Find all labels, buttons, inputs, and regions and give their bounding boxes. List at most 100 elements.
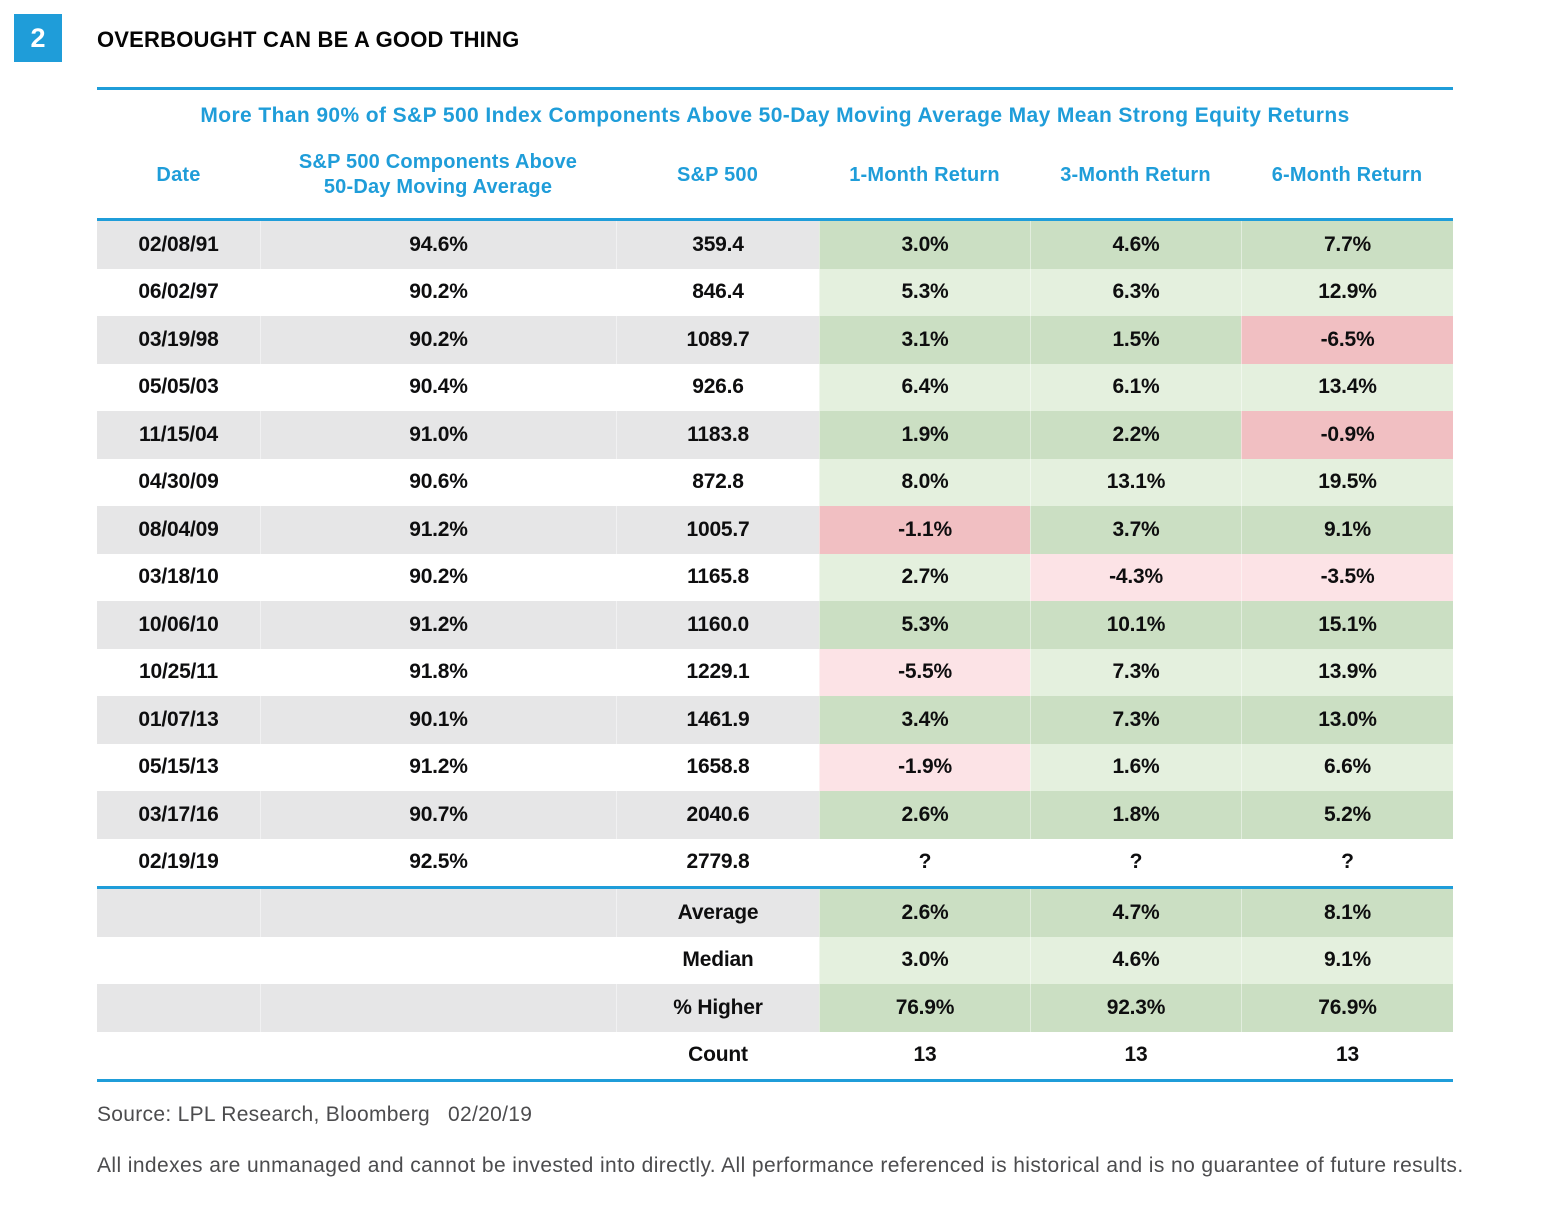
cell-sp500: 1160.0	[616, 601, 819, 649]
summary-return-1m: 2.6%	[819, 889, 1030, 937]
header-components-line2: 50-Day Moving Average	[323, 176, 553, 198]
cell-return-1m: -5.5%	[819, 648, 1030, 696]
cell-sp500: 1658.8	[616, 743, 819, 791]
cell-return-6m: 12.9%	[1241, 268, 1453, 316]
cell-date: 11/15/04	[97, 411, 260, 459]
summary-return-1m: 3.0%	[819, 936, 1030, 984]
cell-components-above: 94.6%	[260, 221, 616, 269]
cell-return-1m: 3.1%	[819, 316, 1030, 364]
cell-return-3m: -4.3%	[1030, 553, 1241, 601]
header-6m-return: 6-Month Return	[1241, 132, 1453, 218]
table-row: 10/06/10 91.2% 1160.0 5.3% 10.1% 15.1%	[97, 601, 1453, 649]
table-row: 10/25/11 91.8% 1229.1 -5.5% 7.3% 13.9%	[97, 648, 1453, 696]
header-3m-label: 3-Month Return	[1060, 163, 1211, 186]
table-row: 02/08/91 94.6% 359.4 3.0% 4.6% 7.7%	[97, 221, 1453, 269]
cell-return-3m: 6.3%	[1030, 268, 1241, 316]
summary-return-1m: 76.9%	[819, 984, 1030, 1032]
summary-return-3m: 13	[1030, 1031, 1241, 1079]
cell-return-6m: 5.2%	[1241, 791, 1453, 839]
cell-return-3m: 6.1%	[1030, 363, 1241, 411]
table-row: 03/17/16 90.7% 2040.6 2.6% 1.8% 5.2%	[97, 791, 1453, 839]
cell-components-above: 91.0%	[260, 411, 616, 459]
summary-row: Median 3.0% 4.6% 9.1%	[97, 936, 1453, 984]
header-1m-return: 1-Month Return	[819, 132, 1030, 218]
cell-return-3m: 10.1%	[1030, 601, 1241, 649]
header-1m-label: 1-Month Return	[849, 163, 1000, 186]
source-date: 02/20/19	[448, 1103, 533, 1126]
cell-components-above: 90.2%	[260, 268, 616, 316]
cell-sp500: 2779.8	[616, 838, 819, 886]
cell-empty-components	[260, 936, 616, 984]
summary-row: Average 2.6% 4.7% 8.1%	[97, 889, 1453, 937]
summary-return-6m: 8.1%	[1241, 889, 1453, 937]
cell-return-6m: 13.9%	[1241, 648, 1453, 696]
cell-return-3m: ?	[1030, 838, 1241, 886]
cell-components-above: 91.2%	[260, 506, 616, 554]
cell-return-1m: 3.0%	[819, 221, 1030, 269]
cell-empty-date	[97, 1031, 260, 1079]
table-row: 08/04/09 91.2% 1005.7 -1.1% 3.7% 9.1%	[97, 506, 1453, 554]
cell-return-6m: 15.1%	[1241, 601, 1453, 649]
cell-return-6m: 9.1%	[1241, 506, 1453, 554]
figure-title: OVERBOUGHT CAN BE A GOOD THING	[97, 27, 520, 52]
summary-return-6m: 9.1%	[1241, 936, 1453, 984]
table-row: 01/07/13 90.1% 1461.9 3.4% 7.3% 13.0%	[97, 696, 1453, 744]
cell-components-above: 90.1%	[260, 696, 616, 744]
cell-components-above: 91.8%	[260, 648, 616, 696]
cell-date: 05/15/13	[97, 743, 260, 791]
header-components: S&P 500 Components Above 50-Day Moving A…	[260, 132, 616, 218]
header-sp500: S&P 500	[616, 132, 819, 218]
summary-label: % Higher	[616, 984, 819, 1032]
cell-return-6m: 7.7%	[1241, 221, 1453, 269]
summary-rule	[97, 886, 1453, 889]
table-row: 11/15/04 91.0% 1183.8 1.9% 2.2% -0.9%	[97, 411, 1453, 459]
header-date-label: Date	[156, 163, 201, 186]
cell-sp500: 872.8	[616, 458, 819, 506]
cell-date: 03/19/98	[97, 316, 260, 364]
cell-date: 10/06/10	[97, 601, 260, 649]
footer-source: Source: LPL Research, Bloomberg 02/20/19	[97, 1103, 532, 1127]
cell-date: 02/08/91	[97, 221, 260, 269]
cell-return-3m: 1.8%	[1030, 791, 1241, 839]
summary-return-3m: 4.7%	[1030, 889, 1241, 937]
summary-label: Average	[616, 889, 819, 937]
table-row: 04/30/09 90.6% 872.8 8.0% 13.1% 19.5%	[97, 458, 1453, 506]
summary-return-3m: 4.6%	[1030, 936, 1241, 984]
summary-return-1m: 13	[819, 1031, 1030, 1079]
cell-components-above: 91.2%	[260, 601, 616, 649]
cell-date: 01/07/13	[97, 696, 260, 744]
cell-date: 02/19/19	[97, 838, 260, 886]
summary-return-6m: 13	[1241, 1031, 1453, 1079]
cell-return-1m: 1.9%	[819, 411, 1030, 459]
cell-date: 04/30/09	[97, 458, 260, 506]
cell-return-3m: 7.3%	[1030, 696, 1241, 744]
cell-components-above: 90.2%	[260, 316, 616, 364]
cell-sp500: 926.6	[616, 363, 819, 411]
table-row: 03/18/10 90.2% 1165.8 2.7% -4.3% -3.5%	[97, 553, 1453, 601]
summary-return-3m: 92.3%	[1030, 984, 1241, 1032]
cell-components-above: 90.6%	[260, 458, 616, 506]
cell-return-6m: 6.6%	[1241, 743, 1453, 791]
cell-components-above: 90.2%	[260, 553, 616, 601]
table-summary: Average 2.6% 4.7% 8.1% Median 3.0% 4.6% 9.1%% H…	[97, 889, 1453, 1079]
bottom-rule	[97, 1079, 1453, 1082]
cell-return-1m: ?	[819, 838, 1030, 886]
cell-return-3m: 13.1%	[1030, 458, 1241, 506]
top-rule	[97, 87, 1453, 90]
cell-return-1m: 2.7%	[819, 553, 1030, 601]
cell-return-1m: 5.3%	[819, 601, 1030, 649]
cell-return-1m: 5.3%	[819, 268, 1030, 316]
cell-date: 05/05/03	[97, 363, 260, 411]
cell-date: 03/18/10	[97, 553, 260, 601]
cell-sp500: 1005.7	[616, 506, 819, 554]
cell-sp500: 1461.9	[616, 696, 819, 744]
cell-return-1m: -1.9%	[819, 743, 1030, 791]
cell-return-6m: -0.9%	[1241, 411, 1453, 459]
figure-number-badge: 2	[14, 14, 62, 62]
table-row: 02/19/19 92.5% 2779.8???	[97, 838, 1453, 886]
cell-sp500: 359.4	[616, 221, 819, 269]
cell-sp500: 2040.6	[616, 791, 819, 839]
cell-return-1m: 8.0%	[819, 458, 1030, 506]
cell-return-6m: -6.5%	[1241, 316, 1453, 364]
cell-empty-date	[97, 936, 260, 984]
